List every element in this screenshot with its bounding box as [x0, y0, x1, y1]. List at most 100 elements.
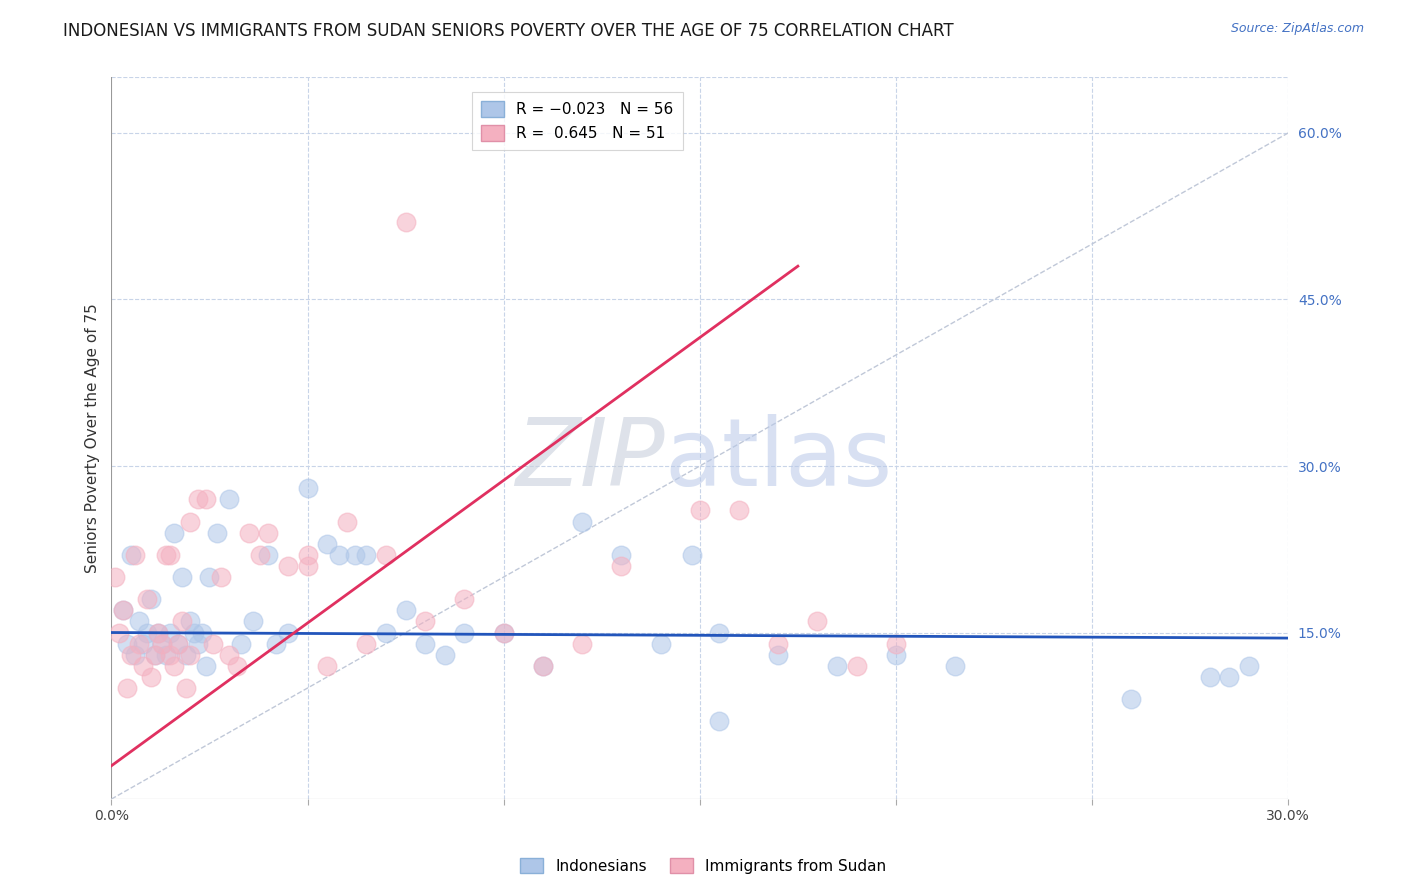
Point — [453, 592, 475, 607]
Point — [356, 637, 378, 651]
Point — [453, 625, 475, 640]
Point — [159, 625, 181, 640]
Point — [207, 525, 229, 540]
Point — [571, 637, 593, 651]
Point — [179, 515, 201, 529]
Point — [297, 481, 319, 495]
Point — [139, 592, 162, 607]
Point — [650, 637, 672, 651]
Point — [394, 603, 416, 617]
Point — [128, 637, 150, 651]
Point — [143, 648, 166, 662]
Point — [571, 515, 593, 529]
Point — [610, 558, 633, 573]
Point — [1121, 692, 1143, 706]
Point — [336, 515, 359, 529]
Point — [170, 570, 193, 584]
Point — [187, 637, 209, 651]
Point — [187, 492, 209, 507]
Point — [709, 625, 731, 640]
Point — [174, 648, 197, 662]
Point — [492, 625, 515, 640]
Point — [264, 637, 287, 651]
Point — [143, 648, 166, 662]
Point — [194, 492, 217, 507]
Legend: Indonesians, Immigrants from Sudan: Indonesians, Immigrants from Sudan — [515, 852, 891, 880]
Point — [316, 537, 339, 551]
Point — [104, 570, 127, 584]
Point — [257, 525, 280, 540]
Point — [179, 648, 201, 662]
Point — [124, 548, 146, 562]
Point — [768, 637, 790, 651]
Point — [1218, 670, 1240, 684]
Point — [135, 592, 157, 607]
Point — [728, 503, 751, 517]
Text: Source: ZipAtlas.com: Source: ZipAtlas.com — [1230, 22, 1364, 36]
Point — [163, 525, 186, 540]
Point — [218, 648, 240, 662]
Point — [163, 658, 186, 673]
Point — [1198, 670, 1220, 684]
Point — [825, 658, 848, 673]
Point — [120, 548, 142, 562]
Point — [297, 548, 319, 562]
Point — [209, 570, 232, 584]
Point — [884, 637, 907, 651]
Point — [229, 637, 252, 651]
Point — [148, 625, 170, 640]
Point — [413, 615, 436, 629]
Point — [115, 637, 138, 651]
Point — [297, 558, 319, 573]
Legend: R = −0.023   N = 56, R =  0.645   N = 51: R = −0.023 N = 56, R = 0.645 N = 51 — [472, 92, 683, 150]
Point — [709, 714, 731, 729]
Point — [375, 625, 398, 640]
Point — [124, 648, 146, 662]
Point — [139, 670, 162, 684]
Point — [1237, 658, 1260, 673]
Point — [845, 658, 868, 673]
Point — [155, 648, 177, 662]
Point — [112, 603, 135, 617]
Point — [115, 681, 138, 695]
Point — [413, 637, 436, 651]
Point — [492, 625, 515, 640]
Point — [183, 625, 205, 640]
Point — [257, 548, 280, 562]
Point — [226, 658, 249, 673]
Point — [531, 658, 554, 673]
Point — [128, 615, 150, 629]
Point — [155, 548, 177, 562]
Point — [159, 548, 181, 562]
Point — [328, 548, 350, 562]
Point — [610, 548, 633, 562]
Point — [806, 615, 828, 629]
Point — [316, 658, 339, 673]
Point — [681, 548, 703, 562]
Point — [152, 637, 174, 651]
Point — [159, 648, 181, 662]
Point — [277, 625, 299, 640]
Text: INDONESIAN VS IMMIGRANTS FROM SUDAN SENIORS POVERTY OVER THE AGE OF 75 CORRELATI: INDONESIAN VS IMMIGRANTS FROM SUDAN SENI… — [63, 22, 953, 40]
Point — [167, 637, 190, 651]
Point — [242, 615, 264, 629]
Point — [689, 503, 711, 517]
Point — [768, 648, 790, 662]
Point — [218, 492, 240, 507]
Point — [394, 215, 416, 229]
Point — [132, 658, 155, 673]
Y-axis label: Seniors Poverty Over the Age of 75: Seniors Poverty Over the Age of 75 — [86, 303, 100, 574]
Point — [943, 658, 966, 673]
Point — [112, 603, 135, 617]
Point — [343, 548, 366, 562]
Point — [198, 570, 221, 584]
Point — [202, 637, 225, 651]
Point — [277, 558, 299, 573]
Point — [356, 548, 378, 562]
Point — [148, 625, 170, 640]
Point — [108, 625, 131, 640]
Point — [433, 648, 456, 662]
Point — [884, 648, 907, 662]
Point — [174, 681, 197, 695]
Point — [179, 615, 201, 629]
